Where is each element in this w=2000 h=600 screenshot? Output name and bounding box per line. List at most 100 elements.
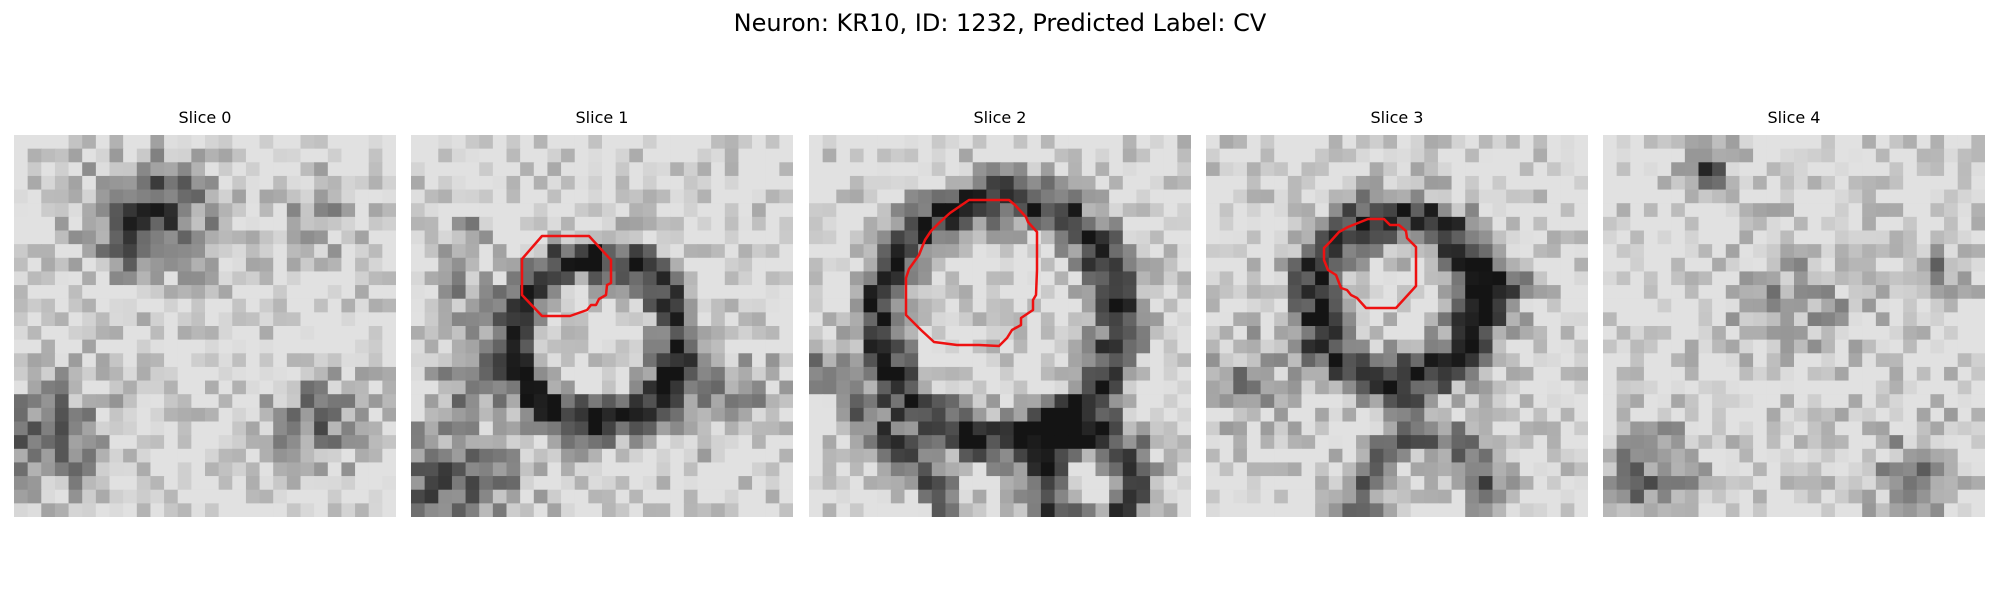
- pixel-cell: [382, 449, 396, 463]
- pixel-cell: [1123, 203, 1137, 217]
- pixel-cell: [698, 244, 712, 258]
- pixel-cell: [219, 285, 233, 299]
- pixel-cell: [1342, 299, 1356, 313]
- pixel-cell: [96, 285, 110, 299]
- pixel-cell: [1096, 449, 1110, 463]
- pixel-cell: [1177, 149, 1191, 163]
- pixel-cell: [41, 231, 55, 245]
- pixel-cell: [959, 490, 973, 504]
- pixel-cell: [1533, 326, 1547, 340]
- pixel-cell: [1356, 312, 1370, 326]
- pixel-cell: [55, 285, 69, 299]
- pixel-cell: [1342, 326, 1356, 340]
- pixel-cell: [779, 203, 793, 217]
- pixel-cell: [1971, 340, 1985, 354]
- pixel-cell: [1233, 162, 1247, 176]
- pixel-cell: [1658, 271, 1672, 285]
- pixel-cell: [205, 149, 219, 163]
- pixel-cell: [698, 353, 712, 367]
- pixel-cell: [1944, 231, 1958, 245]
- pixel-cell: [779, 271, 793, 285]
- pixel-cell: [547, 258, 561, 272]
- pixel-cell: [246, 176, 260, 190]
- pixel-cell: [438, 299, 452, 313]
- pixel-cell: [1288, 285, 1302, 299]
- pixel-cell: [110, 394, 124, 408]
- pixel-cell: [110, 312, 124, 326]
- pixel-cell: [1835, 449, 1849, 463]
- pixel-cell: [1726, 503, 1740, 517]
- pixel-cell: [684, 271, 698, 285]
- pixel-cell: [82, 435, 96, 449]
- pixel-cell: [1136, 353, 1150, 367]
- pixel-cell: [602, 231, 616, 245]
- pixel-cell: [1233, 258, 1247, 272]
- pixel-cell: [369, 503, 383, 517]
- pixel-cell: [1794, 190, 1808, 204]
- pixel-cell: [1876, 490, 1890, 504]
- pixel-cell: [1452, 340, 1466, 354]
- pixel-cell: [1958, 312, 1972, 326]
- pixel-cell: [246, 271, 260, 285]
- pixel-cell: [1302, 244, 1316, 258]
- pixel-cell: [1082, 299, 1096, 313]
- pixel-cell: [1356, 408, 1370, 422]
- pixel-cell: [1794, 435, 1808, 449]
- pixel-cell: [1917, 271, 1931, 285]
- pixel-cell: [164, 490, 178, 504]
- pixel-cell: [341, 135, 355, 149]
- pixel-cell: [547, 353, 561, 367]
- pixel-cell: [1438, 408, 1452, 422]
- pixel-cell: [945, 408, 959, 422]
- pixel-cell: [629, 135, 643, 149]
- pixel-cell: [1533, 422, 1547, 436]
- pixel-cell: [1794, 476, 1808, 490]
- pixel-cell: [850, 340, 864, 354]
- pixel-cell: [479, 340, 493, 354]
- pixel-cell: [82, 190, 96, 204]
- pixel-cell: [684, 258, 698, 272]
- pixel-cell: [1644, 340, 1658, 354]
- pixel-cell: [438, 176, 452, 190]
- pixel-cell: [698, 381, 712, 395]
- pixel-cell: [1247, 476, 1261, 490]
- pixel-cell: [725, 285, 739, 299]
- pixel-cell: [69, 490, 83, 504]
- pixel-cell: [507, 299, 521, 313]
- pixel-cell: [698, 435, 712, 449]
- pixel-cell: [823, 271, 837, 285]
- pixel-cell: [1383, 462, 1397, 476]
- pixel-cell: [973, 490, 987, 504]
- pixel-cell: [905, 231, 919, 245]
- pixel-cell: [1547, 271, 1561, 285]
- pixel-cell: [1930, 258, 1944, 272]
- pixel-cell: [1164, 422, 1178, 436]
- pixel-cell: [766, 299, 780, 313]
- pixel-cell: [602, 299, 616, 313]
- pixel-cell: [575, 503, 589, 517]
- pixel-cell: [779, 258, 793, 272]
- pixel-cell: [1903, 217, 1917, 231]
- pixel-cell: [178, 476, 192, 490]
- pixel-cell: [877, 285, 891, 299]
- pixel-cell: [1917, 135, 1931, 149]
- pixel-cell: [178, 285, 192, 299]
- pixel-cell: [28, 435, 42, 449]
- pixel-cell: [616, 271, 630, 285]
- pixel-cell: [425, 299, 439, 313]
- pixel-cell: [1644, 476, 1658, 490]
- pixel-cell: [1739, 476, 1753, 490]
- pixel-cell: [905, 449, 919, 463]
- pixel-cell: [1302, 340, 1316, 354]
- pixel-cell: [657, 312, 671, 326]
- pixel-cell: [547, 135, 561, 149]
- pixel-cell: [110, 162, 124, 176]
- pixel-cell: [1150, 490, 1164, 504]
- pixel-cell: [452, 162, 466, 176]
- pixel-cell: [493, 162, 507, 176]
- pixel-cell: [1685, 449, 1699, 463]
- pixel-cell: [1726, 353, 1740, 367]
- pixel-cell: [1356, 231, 1370, 245]
- pixel-cell: [1411, 449, 1425, 463]
- pixel-cell: [1603, 422, 1617, 436]
